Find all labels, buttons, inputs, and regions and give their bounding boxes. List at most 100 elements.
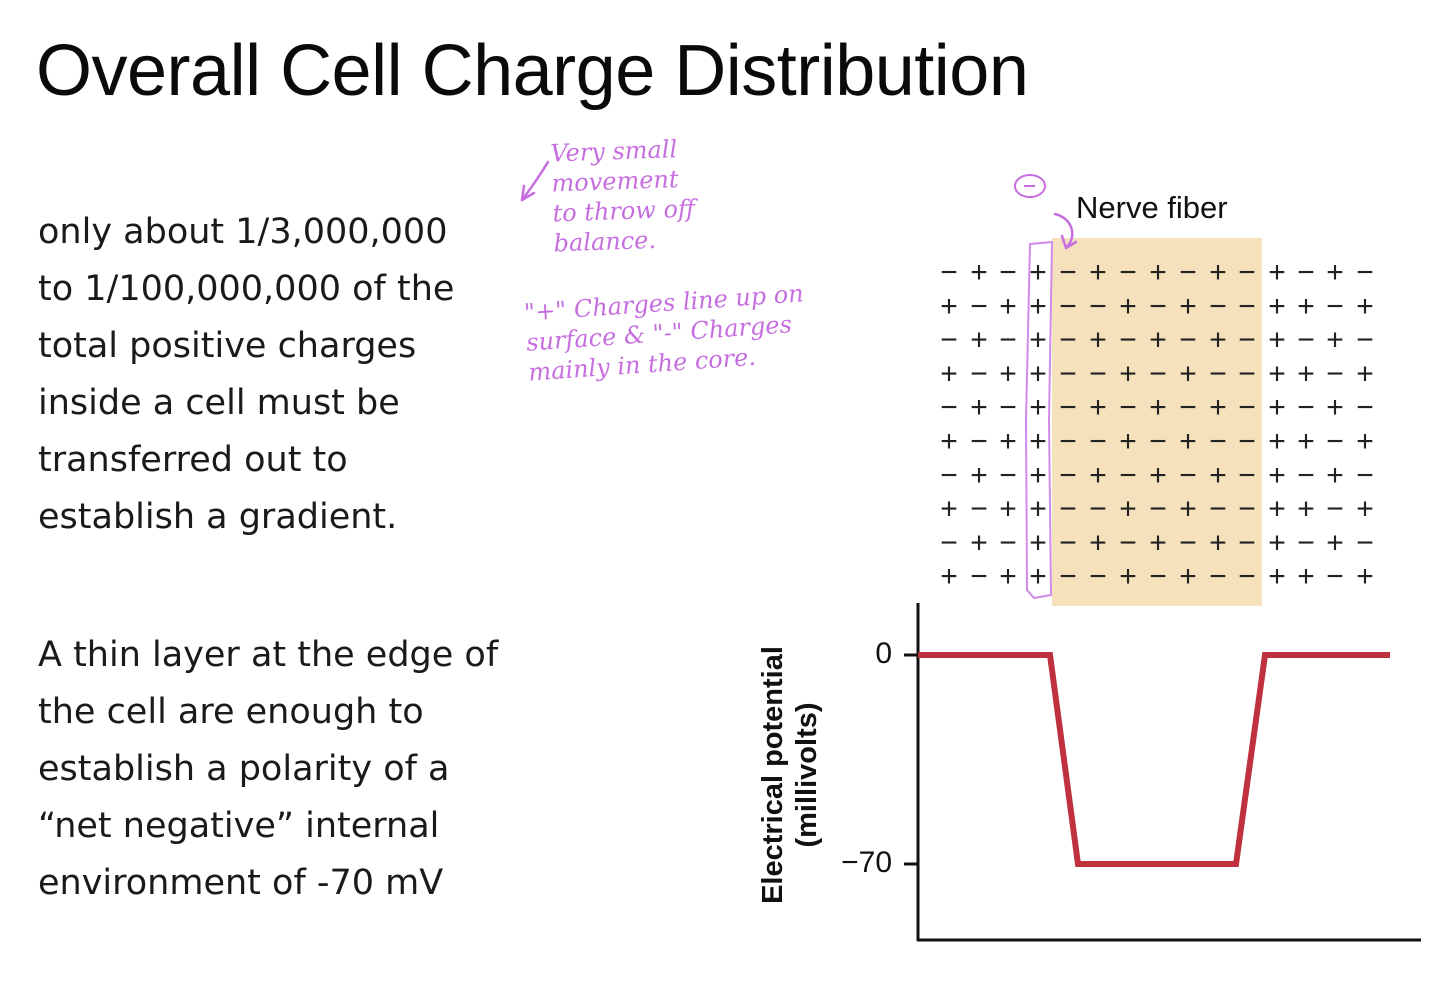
minus-charge-icon: − bbox=[1297, 391, 1315, 424]
plus-charge-icon: + bbox=[1179, 560, 1197, 593]
minus-charge-icon: − bbox=[999, 324, 1017, 357]
plus-charge-icon: + bbox=[1029, 357, 1047, 390]
plus-charge-icon: + bbox=[1149, 459, 1167, 492]
minus-charge-icon: − bbox=[1297, 256, 1315, 289]
plus-charge-icon: + bbox=[1209, 526, 1227, 559]
nerve-fiber-region bbox=[1052, 238, 1262, 606]
minus-charge-icon: − bbox=[940, 459, 958, 492]
plus-charge-icon: + bbox=[1029, 324, 1047, 357]
minus-charge-icon: − bbox=[1059, 391, 1077, 424]
minus-charge-icon: − bbox=[970, 357, 988, 390]
minus-charge-icon: − bbox=[1059, 526, 1077, 559]
minus-charge-icon: − bbox=[1356, 324, 1374, 357]
plus-charge-icon: + bbox=[1029, 459, 1047, 492]
minus-charge-icon: − bbox=[1179, 391, 1197, 424]
text-line: “net negative” internal bbox=[38, 806, 440, 846]
plus-charge-icon: + bbox=[999, 290, 1017, 323]
minus-charge-icon: − bbox=[1238, 459, 1256, 492]
plus-charge-icon: + bbox=[1209, 324, 1227, 357]
plus-charge-icon: + bbox=[1268, 526, 1286, 559]
y-axis-label: Electrical potential (millivolts) bbox=[756, 646, 824, 904]
membrane-highlight-outline bbox=[1024, 240, 1054, 600]
plus-charge-icon: + bbox=[1149, 391, 1167, 424]
plus-charge-icon: + bbox=[999, 560, 1017, 593]
y-axis-label-line: Electrical potential bbox=[757, 646, 789, 904]
plus-charge-icon: + bbox=[1029, 290, 1047, 323]
text-line: establish a polarity of a bbox=[38, 749, 450, 789]
plus-charge-icon: + bbox=[1297, 560, 1315, 593]
plus-charge-icon: + bbox=[1268, 324, 1286, 357]
minus-charge-icon: − bbox=[1326, 493, 1344, 526]
minus-charge-icon: − bbox=[1059, 425, 1077, 458]
plus-charge-icon: + bbox=[1268, 560, 1286, 593]
plus-charge-icon: + bbox=[1029, 526, 1047, 559]
plus-charge-icon: + bbox=[1029, 560, 1047, 593]
minus-charge-icon: − bbox=[1209, 493, 1227, 526]
minus-charge-icon: − bbox=[1059, 324, 1077, 357]
plus-charge-icon: + bbox=[1356, 560, 1374, 593]
minus-charge-icon: − bbox=[1238, 290, 1256, 323]
minus-charge-icon: − bbox=[1238, 425, 1256, 458]
minus-charge-icon: − bbox=[1059, 357, 1077, 390]
minus-charge-icon: − bbox=[1149, 560, 1167, 593]
plus-charge-icon: + bbox=[1029, 493, 1047, 526]
minus-charge-icon: − bbox=[999, 391, 1017, 424]
plus-charge-icon: + bbox=[970, 526, 988, 559]
plus-charge-icon: + bbox=[1268, 493, 1286, 526]
paragraph-charge-fraction: only about 1/3,000,000 to 1/100,000,000 … bbox=[38, 204, 454, 546]
plus-charge-icon: + bbox=[1029, 256, 1047, 289]
text-line: establish a gradient. bbox=[38, 497, 398, 537]
plus-charge-icon: + bbox=[1268, 391, 1286, 424]
text-line: transferred out to bbox=[38, 440, 348, 480]
minus-charge-icon: − bbox=[1356, 391, 1374, 424]
minus-charge-icon: − bbox=[1119, 324, 1137, 357]
plus-charge-icon: + bbox=[1268, 290, 1286, 323]
plus-charge-icon: + bbox=[1089, 459, 1107, 492]
text-line: A thin layer at the edge of bbox=[38, 635, 499, 675]
minus-charge-icon: − bbox=[1326, 425, 1344, 458]
text-line: only about 1/3,000,000 bbox=[38, 212, 448, 252]
minus-charge-icon: − bbox=[1119, 526, 1137, 559]
plus-charge-icon: + bbox=[1297, 357, 1315, 390]
plus-charge-icon: + bbox=[1268, 357, 1286, 390]
plus-charge-icon: + bbox=[940, 493, 958, 526]
chart-axes bbox=[904, 603, 1421, 942]
plus-charge-icon: + bbox=[1179, 425, 1197, 458]
minus-charge-icon: − bbox=[1297, 324, 1315, 357]
minus-charge-icon: − bbox=[1238, 324, 1256, 357]
membrane-potential-line bbox=[918, 652, 1390, 867]
plus-charge-icon: + bbox=[1179, 357, 1197, 390]
plus-charge-icon: + bbox=[999, 493, 1017, 526]
minus-charge-icon: − bbox=[1149, 290, 1167, 323]
plus-charge-icon: + bbox=[1356, 357, 1374, 390]
minus-charge-icon: − bbox=[999, 256, 1017, 289]
minus-charge-icon: − bbox=[1209, 560, 1227, 593]
minus-charge-icon: − bbox=[1089, 493, 1107, 526]
minus-charge-icon: − bbox=[1326, 560, 1344, 593]
charge-grid: − + − + − + − + − + − + − + −+ − + + − − + − + − − + + − +− + − + − + − + − +… bbox=[940, 256, 1374, 593]
minus-charge-icon: − bbox=[1356, 256, 1374, 289]
y-axis-label-line: (millivolts) bbox=[791, 702, 823, 848]
plus-charge-icon: + bbox=[1356, 425, 1374, 458]
plus-charge-icon: + bbox=[1089, 256, 1107, 289]
plus-charge-icon: + bbox=[1119, 290, 1137, 323]
minus-charge-icon: − bbox=[1356, 459, 1374, 492]
minus-charge-icon: − bbox=[1297, 459, 1315, 492]
plus-charge-icon: + bbox=[970, 256, 988, 289]
plus-charge-icon: + bbox=[940, 425, 958, 458]
minus-charge-icon: − bbox=[1238, 560, 1256, 593]
minus-charge-icon: − bbox=[970, 560, 988, 593]
text-line: environment of -70 mV bbox=[38, 863, 444, 903]
y-tick-label-minus-70: −70 bbox=[841, 846, 892, 879]
plus-charge-icon: + bbox=[1268, 256, 1286, 289]
plus-charge-icon: + bbox=[1268, 459, 1286, 492]
minus-charge-icon: − bbox=[1209, 425, 1227, 458]
minus-charge-icon: − bbox=[940, 526, 958, 559]
handwritten-arrow-icon bbox=[520, 160, 550, 202]
minus-charge-icon: − bbox=[1119, 391, 1137, 424]
plus-charge-icon: + bbox=[1326, 391, 1344, 424]
minus-charge-icon: − bbox=[940, 256, 958, 289]
minus-charge-icon: − bbox=[1179, 256, 1197, 289]
minus-charge-icon: − bbox=[1059, 459, 1077, 492]
